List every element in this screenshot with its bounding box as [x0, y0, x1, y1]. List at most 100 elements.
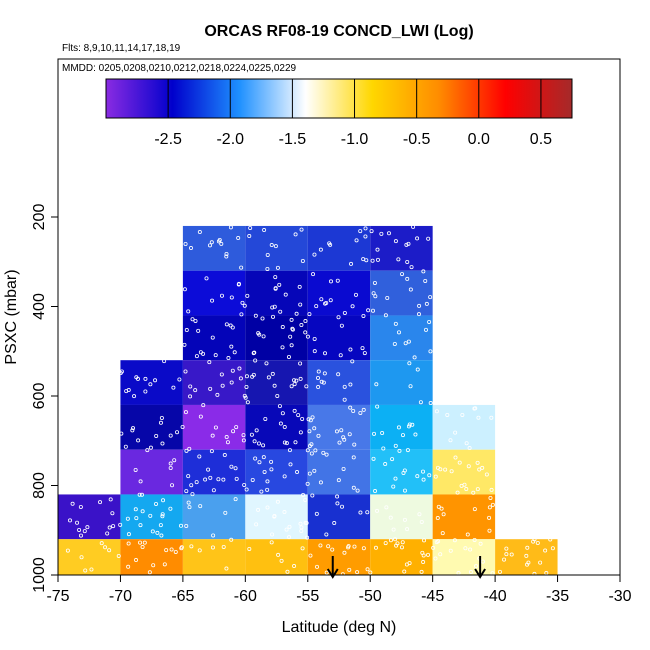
obs-point	[154, 501, 159, 506]
obs-point	[423, 327, 428, 332]
obs-point	[385, 296, 390, 301]
obs-point	[328, 242, 333, 247]
obs-point	[194, 354, 199, 359]
obs-point	[198, 504, 203, 509]
obs-point	[210, 433, 215, 438]
obs-point	[162, 562, 167, 567]
heatmap-cell-38	[370, 539, 433, 575]
obs-point	[457, 460, 462, 465]
obs-point	[421, 477, 426, 482]
obs-point	[361, 546, 366, 551]
obs-point	[158, 420, 163, 425]
y-tick-label: 400	[31, 293, 48, 320]
obs-point	[201, 403, 206, 408]
obs-point	[148, 445, 153, 450]
obs-point	[366, 308, 371, 313]
heatmap-cell-29	[307, 494, 371, 540]
obs-point	[464, 487, 469, 492]
obs-point	[70, 501, 75, 506]
obs-point	[242, 482, 247, 487]
obs-point	[207, 360, 212, 365]
obs-point	[133, 467, 138, 472]
obs-point	[396, 257, 401, 262]
obs-point	[310, 415, 315, 420]
obs-point	[298, 302, 303, 307]
heatmap-cell-23	[307, 225, 371, 271]
obs-point	[422, 538, 427, 543]
heatmap-cell-41	[432, 494, 496, 540]
x-tick-label: -45	[421, 588, 444, 605]
obs-point	[417, 303, 422, 308]
obs-point	[393, 443, 398, 448]
heatmap-cell-37	[370, 494, 433, 540]
obs-point	[269, 540, 274, 545]
obs-point	[288, 462, 293, 467]
obs-point	[186, 474, 191, 479]
obs-point	[311, 272, 316, 277]
obs-point	[355, 570, 360, 575]
obs-point	[270, 305, 275, 310]
obs-point	[375, 404, 380, 409]
obs-point	[298, 361, 303, 366]
obs-point	[402, 468, 407, 473]
obs-point	[137, 492, 142, 497]
colorbar-gradient	[105, 78, 573, 119]
obs-point	[453, 430, 458, 435]
obs-point	[405, 527, 410, 532]
obs-point	[222, 453, 227, 458]
obs-point	[478, 541, 483, 546]
obs-point	[460, 412, 465, 417]
obs-point	[415, 367, 420, 372]
obs-point	[247, 546, 252, 551]
obs-point	[295, 470, 300, 475]
obs-point	[257, 460, 262, 465]
obs-point	[351, 455, 356, 460]
obs-point	[415, 236, 420, 241]
obs-point	[210, 298, 215, 303]
heatmap-cell-22	[245, 539, 308, 575]
obs-point	[187, 446, 192, 451]
obs-point	[402, 569, 407, 574]
obs-point	[358, 410, 363, 415]
obs-point	[363, 234, 368, 239]
obs-point	[266, 375, 271, 380]
obs-point	[262, 469, 267, 474]
obs-point	[224, 322, 229, 327]
obs-point	[371, 308, 376, 313]
obs-point	[452, 538, 457, 543]
obs-point	[272, 304, 277, 309]
heatmap-cell-8	[182, 270, 246, 316]
obs-point	[315, 375, 320, 380]
obs-point	[209, 449, 214, 454]
obs-point	[312, 349, 317, 354]
obs-point	[321, 450, 326, 455]
obs-point	[488, 495, 493, 500]
obs-point	[229, 464, 234, 469]
obs-point	[316, 385, 321, 390]
heatmap-cell-3	[120, 404, 183, 450]
obs-point	[290, 327, 295, 332]
obs-point	[135, 376, 140, 381]
obs-point	[419, 569, 424, 574]
obs-point	[188, 384, 193, 389]
obs-point	[439, 506, 444, 511]
obs-point	[340, 504, 345, 509]
heatmap-cell-27	[307, 404, 371, 450]
obs-point	[413, 432, 418, 437]
obs-point	[350, 359, 355, 364]
obs-point	[289, 317, 294, 322]
obs-point	[453, 455, 458, 460]
obs-point	[77, 527, 82, 532]
obs-point	[420, 469, 425, 474]
obs-point	[352, 442, 357, 447]
heatmap-cell-26	[307, 360, 371, 405]
obs-point	[463, 546, 468, 551]
obs-point	[504, 546, 509, 551]
obs-point	[168, 461, 173, 466]
heatmap-cell-4	[120, 449, 183, 495]
obs-point	[342, 397, 347, 402]
obs-point	[223, 510, 228, 515]
heatmap-cell-31	[370, 225, 433, 271]
obs-point	[168, 466, 173, 471]
obs-point	[322, 371, 327, 376]
